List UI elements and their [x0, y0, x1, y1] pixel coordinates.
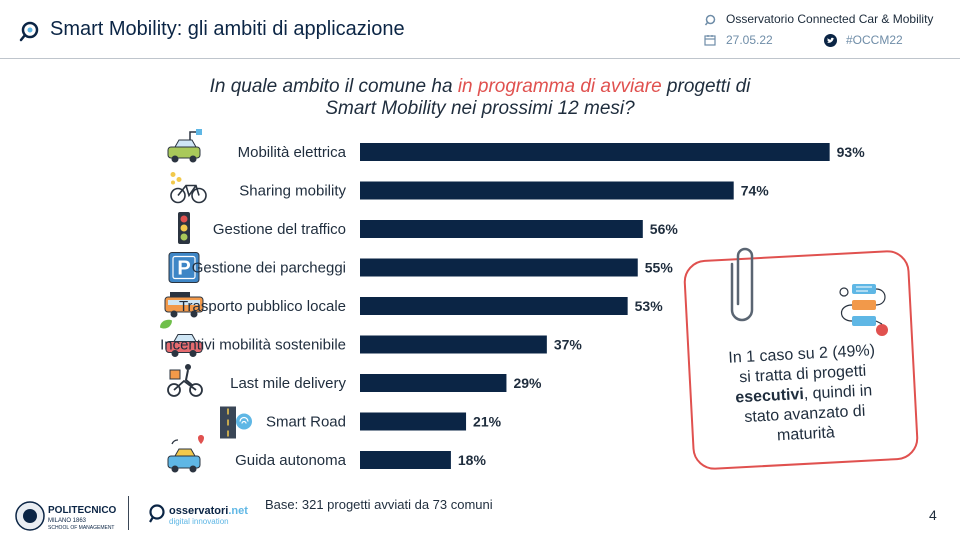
question-part2: progetti di [661, 76, 751, 97]
value-label: 56% [650, 221, 679, 237]
smart-road-icon [219, 405, 253, 440]
polimi-sub: MILANO 1863 [48, 518, 87, 524]
header-divider [0, 58, 960, 59]
paperclip-icon [730, 247, 754, 322]
osservatori-sub: digital innovation [169, 517, 229, 526]
event-date: 27.05.22 [726, 33, 773, 47]
callout-line5: maturità [776, 424, 836, 445]
page-title: Smart Mobility: gli ambiti di applicazio… [50, 18, 405, 40]
osservatori-net: .net [228, 505, 248, 517]
question-highlight: in programma di avviare [457, 76, 662, 97]
page-number: 4 [929, 507, 937, 523]
value-label: 29% [513, 375, 542, 391]
event-hashtag: #OCCM22 [846, 33, 903, 47]
category-label: Smart Road [266, 414, 346, 431]
osservatori-logo-icon [19, 21, 39, 42]
bar-7 [360, 374, 507, 392]
callout-text: In 1 caso su 2 (49%) si tratta di proget… [711, 340, 896, 449]
polimi-logo: POLITECNICO MILANO 1863 SCHOOL OF MANAGE… [15, 501, 117, 531]
question-line2: Smart Mobility nei prossimi 12 mesi? [325, 98, 635, 119]
bar-chart: P [159, 128, 866, 474]
slide-header: Smart Mobility: gli ambiti di applicazio… [0, 0, 960, 58]
polimi-main: POLITECNICO [48, 505, 117, 516]
value-label: 18% [458, 452, 487, 468]
category-label: Mobilità elettrica [238, 144, 347, 161]
calendar-icon [704, 35, 716, 46]
bar-6 [360, 335, 547, 354]
osservatori-mini-icon [704, 14, 716, 26]
twitter-icon [824, 34, 837, 47]
bar-2 [360, 181, 734, 200]
footer-divider [128, 496, 129, 530]
category-label: Sharing mobility [239, 183, 346, 200]
osservatori-main: osservatori [169, 505, 228, 517]
value-label: 74% [741, 183, 770, 199]
base-note: Base: 321 progetti avviati da 73 comuni [265, 497, 493, 512]
bar-5 [360, 297, 628, 315]
category-label: Gestione dei parcheggi [192, 260, 346, 277]
category-label: Last mile delivery [230, 375, 346, 392]
bar-8 [360, 412, 467, 431]
bar-4 [360, 258, 638, 277]
bar-1 [360, 143, 830, 161]
callout-line4: stato avanzato di [744, 402, 866, 427]
value-label: 53% [635, 298, 664, 314]
category-label: Trasporto pubblico locale [179, 298, 346, 315]
category-label: Gestione del traffico [213, 221, 346, 238]
category-label: Guida autonoma [235, 452, 347, 469]
workflow-icon [839, 284, 888, 336]
electric-car-icon [167, 128, 203, 164]
delivery-rider-icon [167, 363, 203, 397]
autonomous-car-icon [167, 434, 205, 474]
osservatori-logo: osservatori.net digital innovation [149, 504, 248, 526]
value-label: 93% [837, 144, 866, 160]
bar-3 [360, 220, 643, 238]
value-label: 37% [554, 337, 583, 353]
value-label: 21% [473, 414, 502, 430]
bar-9 [360, 451, 451, 469]
observatory-name: Osservatorio Connected Car & Mobility [726, 12, 934, 26]
traffic-light-icon [178, 212, 190, 244]
polimi-school: SCHOOL OF MANAGEMENT [48, 525, 115, 531]
question-part1: In quale ambito il comune ha [209, 76, 458, 97]
chart-question: In quale ambito il comune ha in programm… [120, 76, 840, 120]
callout-line3: , quindi in [803, 382, 873, 403]
category-label: Incentivi mobilità sostenibile [160, 337, 346, 354]
bike-sharing-icon [169, 171, 207, 204]
value-label: 55% [645, 260, 674, 276]
svg-text:osservatori.net: osservatori.net [169, 505, 248, 517]
callout-highlight: esecutivi [734, 385, 805, 407]
